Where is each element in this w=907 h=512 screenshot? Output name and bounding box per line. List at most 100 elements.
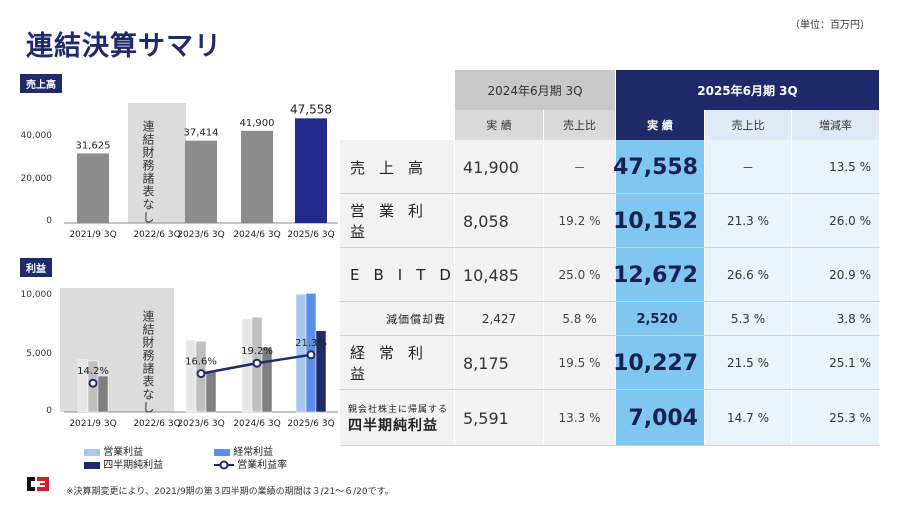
profit-bar — [185, 339, 197, 413]
legend-label-ordinary: 経常利益 — [233, 447, 274, 458]
legend-label-operating: 営業利益 — [103, 447, 144, 458]
cell-2024-ratio: 19.5 % — [544, 336, 615, 390]
sales-bar — [77, 153, 109, 223]
row-label: 親会社株主に帰属する四半期純利益 — [340, 390, 454, 446]
legend-swatch-operating — [84, 448, 100, 456]
row-label: 減価償却費 — [340, 302, 454, 336]
margin-line-segment — [256, 353, 312, 365]
sales-category-label: 2025/6 3Q — [287, 230, 334, 240]
row-label: 経常利益 — [340, 336, 454, 390]
margin-line-segment — [200, 361, 258, 375]
margin-point — [196, 369, 206, 379]
sales-bar — [295, 118, 327, 223]
cell-2025-ratio: － — [705, 140, 791, 194]
legend-swatch-margin — [214, 460, 234, 470]
profit-bar — [97, 375, 109, 413]
cell-2025-ratio: 5.3 % — [705, 302, 791, 336]
margin-point — [252, 358, 262, 368]
cell-growth: 25.3 % — [792, 390, 879, 446]
legend-swatch-net — [84, 461, 100, 469]
cell-2025-ratio: 14.7 % — [705, 390, 791, 446]
page-title: 連結決算サマリ — [26, 31, 222, 62]
profit-category-label: 2021/9 3Q — [69, 419, 116, 429]
legend-item-ordinary: 経常利益 — [214, 443, 334, 458]
sales-bar — [185, 140, 217, 223]
cell-2024-actual: 8,058 — [455, 194, 543, 248]
profit-ytick-0: 0 — [46, 406, 52, 416]
cell-2024-actual: 41,900 — [455, 140, 543, 194]
legend-item-net: 四半期純利益 — [84, 456, 214, 471]
legend-item-margin: 営業利益率 — [214, 456, 344, 471]
cell-growth: 20.9 % — [792, 248, 879, 302]
cell-2025-actual: 10,227 — [613, 336, 704, 390]
cell-growth: 13.5 % — [792, 140, 879, 194]
cell-growth: 3.8 % — [792, 302, 879, 336]
cell-2025-actual: 10,152 — [613, 194, 704, 248]
profit-category-label: 2023/6 3Q — [177, 419, 224, 429]
subheader-actual-2024: 実 績 — [455, 110, 543, 140]
margin-point — [306, 350, 316, 360]
profit-no-data-text: 連結財務諸表なし — [141, 310, 155, 414]
cell-2024-actual: 5,591 — [455, 390, 543, 446]
cell-2025-actual: 2,520 — [616, 302, 704, 336]
legend-label-margin: 営業利益率 — [237, 460, 288, 471]
sales-no-data-area — [128, 103, 186, 223]
subheader-growth: 増減率 — [792, 110, 879, 140]
cell-2024-ratio: － — [544, 140, 615, 194]
header-2025: 2025年6月期 3Q — [616, 70, 879, 110]
row-divider — [340, 247, 880, 248]
footnote: ※決算期変更により、2021/9期の第３四半期の業績の期間は３/21～６/20で… — [66, 487, 394, 497]
row-divider — [340, 193, 880, 194]
cell-2025-actual: 12,672 — [613, 248, 704, 302]
cell-growth: 25.1 % — [792, 336, 879, 390]
cell-2024-ratio: 13.3 % — [544, 390, 615, 446]
row-label-small: 親会社株主に帰属する — [348, 404, 449, 415]
margin-point — [88, 378, 98, 388]
row-label: 売上高 — [340, 140, 454, 194]
row-label-main: 四半期純利益 — [348, 417, 438, 434]
cell-2025-ratio: 21.3 % — [705, 194, 791, 248]
sales-category-label: 2024/6 3Q — [233, 230, 280, 240]
cell-2025-actual: 7,004 — [616, 390, 704, 446]
subheader-ratio-2024: 売上比 — [544, 110, 615, 140]
sales-category-label: 2021/9 3Q — [69, 230, 116, 240]
profit-category-label: 2022/6 3Q — [133, 419, 180, 429]
cell-2025-ratio: 26.6 % — [705, 248, 791, 302]
row-divider — [340, 335, 880, 336]
legend-label-net: 四半期純利益 — [103, 460, 164, 471]
margin-label: 16.6% — [185, 357, 217, 368]
margin-label: 19.2% — [241, 346, 273, 357]
cell-2024-ratio: 25.0 % — [544, 248, 615, 302]
margin-label: 21.3% — [295, 338, 327, 349]
cell-2025-actual: 47,558 — [613, 140, 704, 194]
profit-bar — [261, 346, 273, 413]
sales-category-label: 2023/6 3Q — [177, 230, 224, 240]
header-2024: 2024年6月期 3Q — [455, 70, 615, 110]
subheader-ratio-2025: 売上比 — [705, 110, 791, 140]
cell-2024-actual: 8,175 — [455, 336, 543, 390]
row-divider — [340, 301, 880, 302]
sales-ytick-40000: 40,000 — [20, 131, 53, 141]
sales-category-label: 2022/6 3Q — [133, 230, 180, 240]
profit-ytick-5000: 5,000 — [26, 349, 52, 359]
sales-value-label: 37,414 — [184, 128, 219, 139]
profit-bar — [315, 330, 327, 413]
profit-ytick-10000: 10,000 — [20, 290, 53, 300]
summary-table: 2024年6月期 3Q 2025年6月期 3Q 実 績 売上比 実 績 売上比 … — [340, 70, 880, 446]
sales-section-tag: 売上高 — [20, 74, 62, 93]
sales-bar — [241, 130, 273, 223]
row-label: EBITDA — [340, 248, 475, 302]
profit-category-label: 2024/6 3Q — [233, 419, 280, 429]
sales-no-data-text: 連結財務諸表なし — [141, 120, 155, 224]
cell-2024-actual: 2,427 — [455, 302, 543, 336]
sales-chart: 31,625 2021/9 3Q 2022/6 3Q 37,414 2023/6 3Q 4… — [64, 102, 338, 240]
company-logo-icon — [27, 477, 49, 491]
sales-ytick-0: 0 — [46, 216, 52, 226]
cell-2024-actual: 10,485 — [455, 248, 543, 302]
cell-2024-ratio: 19.2 % — [544, 194, 615, 248]
row-label: 営業利益 — [340, 194, 454, 248]
subheader-actual-2025: 実 績 — [616, 110, 704, 140]
profit-bar — [205, 371, 217, 413]
unit-label: （単位：百万円） — [790, 20, 870, 31]
